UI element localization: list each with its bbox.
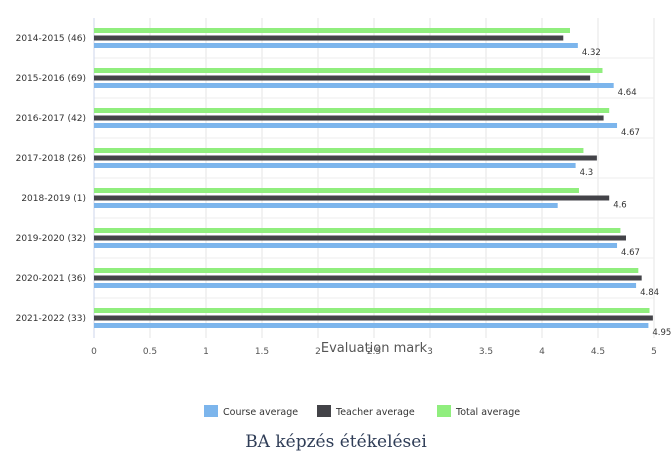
bar[interactable] — [94, 188, 579, 193]
y-tick-label: 2017-2018 (26) — [16, 154, 86, 164]
value-label: 4.95 — [652, 328, 671, 338]
legend-swatch[interactable] — [317, 405, 331, 417]
bar[interactable] — [94, 43, 578, 48]
bar[interactable] — [94, 155, 597, 161]
x-axis-labels: 0 0.5 1 1.5 2 2.5 3 3.5 4 4.5 5 — [91, 347, 657, 357]
bar[interactable] — [94, 163, 576, 168]
legend: Course average Teacher average Total avera… — [204, 405, 520, 418]
bar[interactable] — [94, 283, 637, 288]
legend-item-label[interactable]: Teacher average — [335, 407, 415, 418]
value-label: 4.64 — [618, 88, 637, 98]
x-tick-label: 1 — [203, 347, 209, 357]
y-axis-labels: 2014-2015 (46) 2015-2016 (69) 2016-2017 (4… — [16, 34, 86, 324]
legend-swatch[interactable] — [437, 405, 451, 417]
bar[interactable] — [94, 28, 570, 33]
chart-title: BA képzés étékelései — [245, 432, 427, 452]
bar[interactable] — [94, 68, 603, 73]
value-label: 4.84 — [640, 288, 659, 298]
x-tick-label: 2 — [315, 347, 321, 357]
bar[interactable] — [94, 243, 618, 248]
legend-swatch[interactable] — [204, 405, 218, 417]
bar[interactable] — [94, 268, 639, 273]
bar[interactable] — [94, 308, 650, 313]
bar[interactable] — [94, 275, 642, 281]
bar[interactable] — [94, 75, 591, 81]
x-tick-label: 1.5 — [255, 347, 269, 357]
bar[interactable] — [94, 195, 610, 201]
legend-item-label[interactable]: Course average — [223, 407, 298, 418]
value-label: 4.67 — [621, 128, 640, 138]
x-tick-label: 3 — [427, 347, 433, 357]
bar[interactable] — [94, 108, 610, 113]
y-tick-label: 2020-2021 (36) — [16, 274, 86, 284]
y-tick-label: 2021-2022 (33) — [16, 314, 86, 324]
bar[interactable] — [94, 123, 618, 128]
value-label: 4.67 — [621, 248, 640, 258]
bars — [94, 28, 653, 328]
bar[interactable] — [94, 323, 649, 328]
y-tick-label: 2016-2017 (42) — [16, 114, 86, 124]
bar[interactable] — [94, 83, 614, 88]
x-tick-label: 0 — [91, 347, 97, 357]
y-tick-label: 2014-2015 (46) — [16, 34, 86, 44]
x-tick-label: 0.5 — [143, 347, 157, 357]
x-tick-label: 2.5 — [367, 347, 381, 357]
y-tick-label: 2015-2016 (69) — [16, 74, 86, 84]
y-tick-label: 2018-2019 (1) — [21, 194, 86, 204]
y-tick-label: 2019-2020 (32) — [16, 234, 86, 244]
x-tick-label: 5 — [651, 347, 657, 357]
x-tick-label: 4 — [539, 347, 545, 357]
bar[interactable] — [94, 148, 584, 153]
bar[interactable] — [94, 203, 558, 208]
x-tick-label: 4.5 — [591, 347, 605, 357]
value-label: 4.32 — [582, 48, 601, 58]
bar[interactable] — [94, 315, 653, 321]
bar[interactable] — [94, 228, 621, 233]
x-axis-title: Evaluation mark — [321, 341, 428, 356]
bar[interactable] — [94, 115, 604, 121]
value-label: 4.6 — [613, 201, 627, 211]
value-label: 4.3 — [580, 168, 594, 178]
legend-item-label[interactable]: Total average — [455, 407, 520, 418]
bar[interactable] — [94, 235, 626, 241]
x-tick-label: 3.5 — [479, 347, 493, 357]
value-labels: 4.32 4.64 4.67 4.3 4.6 4.67 4.84 4.95 — [580, 48, 672, 338]
bar[interactable] — [94, 35, 564, 41]
grid-lines — [93, 18, 655, 338]
